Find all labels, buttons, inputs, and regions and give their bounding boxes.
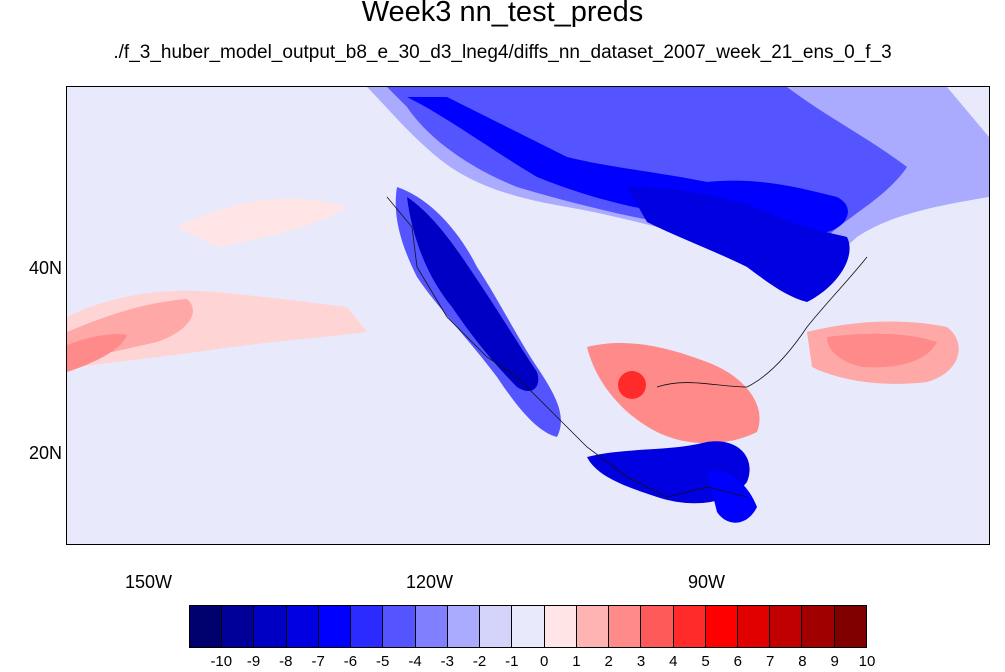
colorbar-tick-label: 3 (636, 653, 646, 670)
colorbar-cell (222, 606, 255, 647)
lon-label-150w: 150W (125, 572, 173, 592)
colorbar-tick-label: -10 (210, 653, 233, 670)
colorbar-cell (512, 606, 545, 647)
lat-label-40n: 40N (29, 258, 63, 278)
map-plot-area (66, 86, 990, 545)
colorbar-tick-label: -7 (311, 653, 325, 670)
coastline (386, 196, 748, 498)
colorbar-cell (834, 606, 866, 647)
colorbar-tick-label: 8 (798, 653, 807, 670)
colorbar-cell (351, 606, 384, 647)
colorbar-tick-label: -4 (408, 653, 422, 670)
colorbar-cell (318, 606, 352, 647)
colorbar-cell (576, 606, 610, 647)
colorbar-tick-label: 5 (701, 653, 710, 670)
colorbar-cell (705, 606, 738, 647)
atlantic-positive-core (827, 333, 937, 368)
texas-positive-peak (618, 371, 646, 399)
field-shading (67, 87, 989, 523)
gulf-positive (587, 342, 760, 444)
colorbar-cell (544, 606, 577, 647)
lon-label-120w: 120W (406, 572, 454, 592)
map-subtitle: ./f_3_huber_model_output_b8_e_30_d3_lneg… (113, 42, 892, 63)
colorbar-cell (641, 606, 674, 647)
colorbar-cell (737, 606, 771, 647)
colorbar-cell (190, 606, 223, 647)
colorbar-tick-label: -5 (376, 653, 390, 670)
colorbar-cell (254, 606, 287, 647)
lon-label-90w: 90W (688, 572, 726, 592)
lat-label-20n: 20N (29, 443, 63, 463)
colorbar-cell (383, 606, 416, 647)
central-america-negative (707, 471, 757, 523)
colorbar-tick-label: 1 (572, 653, 581, 670)
colorbar-tick-label: 6 (733, 653, 743, 670)
colorbar-cell (480, 606, 513, 647)
colorbar-cell (286, 606, 319, 647)
colorbar-tick-label: 10 (858, 653, 876, 670)
colorbar (189, 605, 867, 648)
colorbar-tick-label: -3 (440, 653, 454, 670)
colorbar-cell (802, 606, 835, 647)
gulf-east-coastline (656, 256, 868, 388)
colorbar-cell (673, 606, 706, 647)
colorbar-tick-label: -8 (279, 653, 293, 670)
colorbar-cell (415, 606, 448, 647)
colorbar-tick-label: -2 (472, 653, 487, 670)
colorbar-tick-label: 9 (830, 653, 839, 670)
north-negative-core (407, 97, 848, 234)
pacific-positive-peak (67, 334, 127, 372)
colorbar-tick-label: 4 (669, 653, 678, 670)
colorbar-cell (609, 606, 642, 647)
colorbar-cell (447, 606, 481, 647)
colorbar-cell (770, 606, 803, 647)
west-us-negative-core (407, 197, 539, 392)
great-lakes-negative (627, 187, 850, 302)
north-pacific-positive (177, 198, 347, 247)
map-title: Week3 nn_test_preds (361, 0, 644, 28)
colorbar-tick-label: -9 (246, 653, 261, 670)
colorbar-tick-label: -6 (343, 653, 358, 670)
colorbar-tick-label: -1 (505, 653, 519, 670)
colorbar-tick-label: 0 (539, 653, 549, 670)
colorbar-tick-label: 7 (765, 653, 775, 670)
colorbar-tick-label: 2 (604, 653, 613, 670)
